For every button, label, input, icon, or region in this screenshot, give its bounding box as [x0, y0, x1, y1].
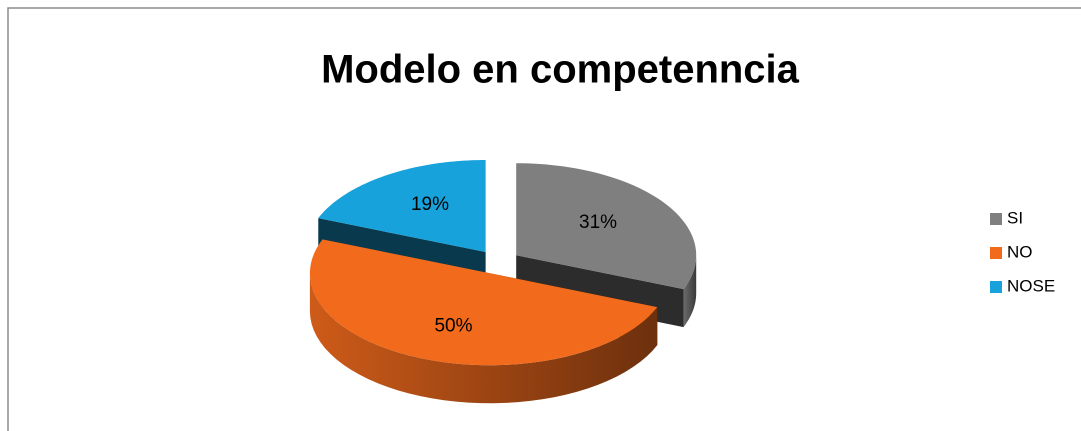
chart-title: Modelo en competenncia	[321, 48, 800, 92]
data-label: 31%	[579, 212, 617, 233]
data-label: 50%	[434, 315, 472, 336]
pie-slice	[309, 239, 658, 366]
slice-rim	[683, 255, 697, 328]
data-label: 19%	[411, 194, 449, 215]
legend-swatch	[990, 281, 1002, 293]
pie-tops: 31% 50% 19%	[309, 159, 697, 366]
pie-slice	[318, 159, 486, 252]
legend-swatch	[990, 247, 1002, 259]
legend-label: SI	[1007, 208, 1023, 227]
pie-slice	[516, 163, 697, 290]
legend-label: NOSE	[1007, 276, 1055, 295]
legend-swatch	[990, 213, 1002, 225]
legend-label: NO	[1007, 242, 1033, 261]
slice-rim	[309, 273, 658, 404]
